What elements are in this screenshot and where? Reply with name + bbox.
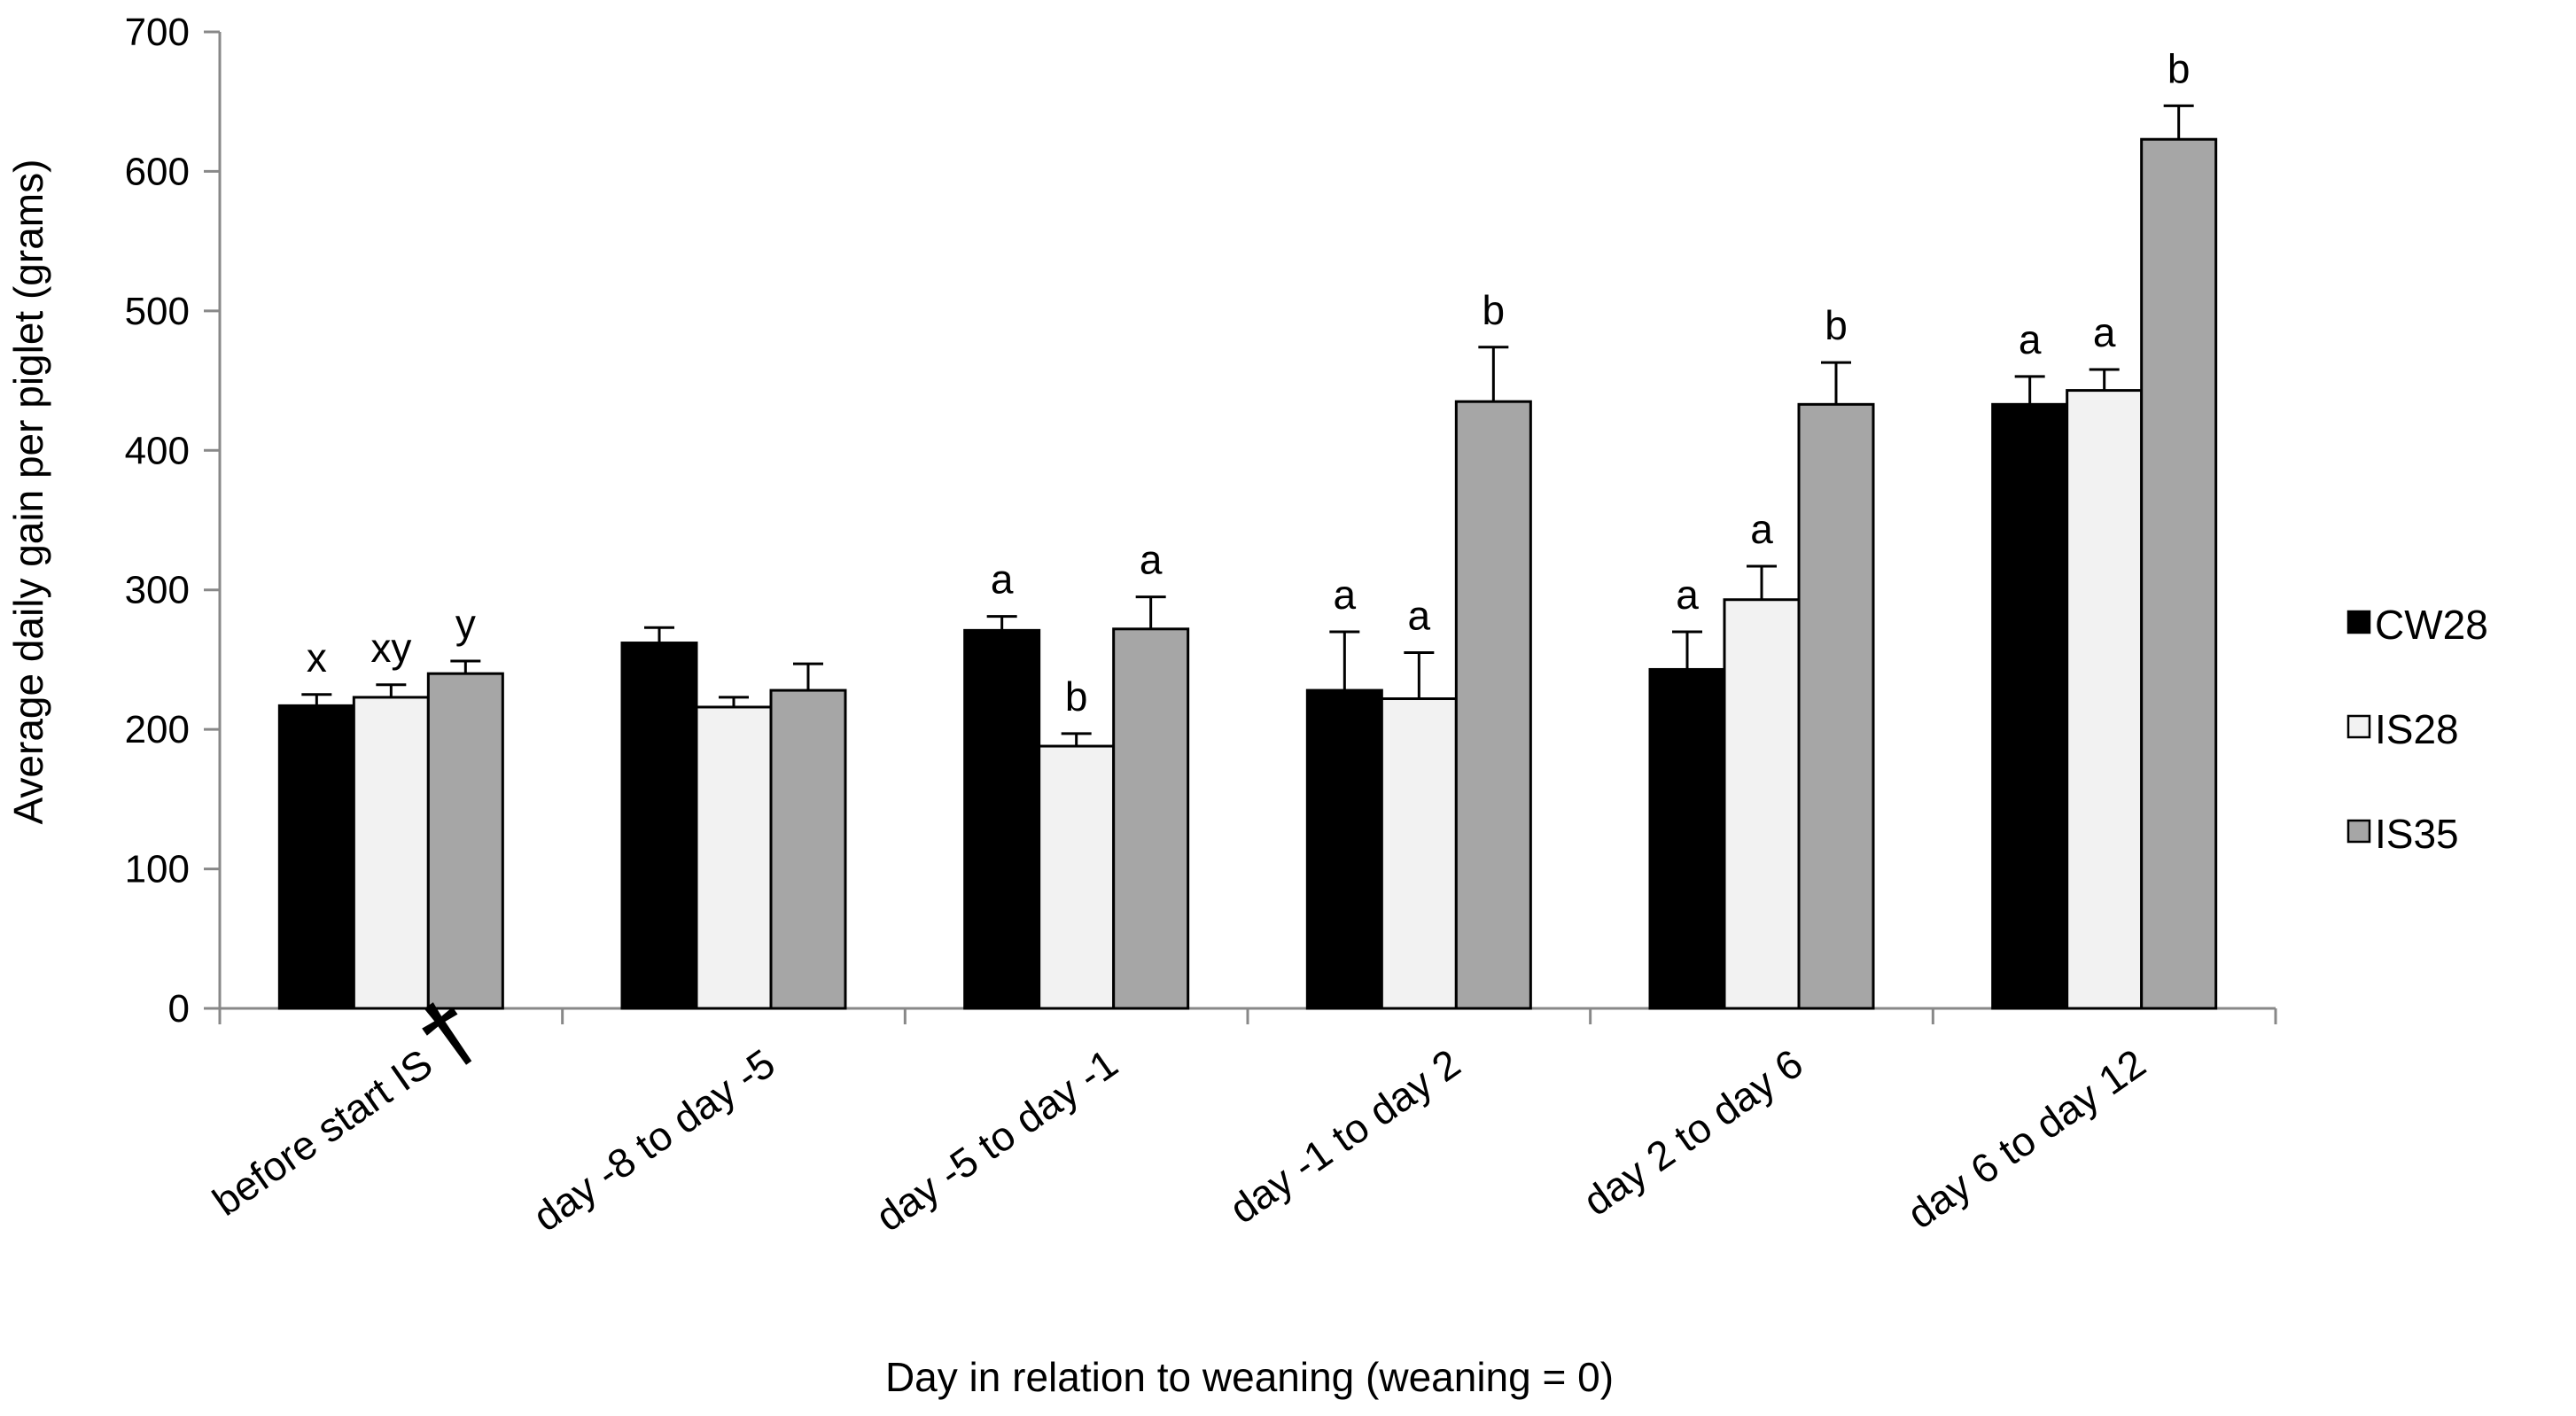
significance-label: a <box>1676 572 1699 618</box>
bar-IS28 <box>2066 389 2144 1010</box>
bar-IS35 <box>1112 627 1190 1010</box>
significance-label: b <box>1825 302 1848 348</box>
bar-CW28 <box>620 642 698 1010</box>
y-tick-label: 100 <box>125 848 190 891</box>
category-label-group: day -1 to day 2 <box>1221 1040 1468 1233</box>
significance-label: a <box>991 556 1014 603</box>
y-tick-label: 400 <box>125 429 190 472</box>
category-label-group: before start IS† <box>205 978 497 1225</box>
x-axis-title: Day in relation to weaning (weaning = 0) <box>885 1354 1614 1400</box>
bar-IS28 <box>695 705 773 1010</box>
category-label: day 6 to day 12 <box>1899 1040 2154 1238</box>
bar-IS35 <box>1454 400 1532 1010</box>
bar-CW28 <box>1991 402 2069 1010</box>
bar-IS35 <box>426 672 504 1010</box>
significance-label: x <box>307 634 327 681</box>
significance-label: b <box>1065 673 1088 720</box>
y-tick-label: 700 <box>125 11 190 54</box>
y-axis-title: Average daily gain per piglet (grams) <box>5 159 51 825</box>
bar-IS28 <box>1038 744 1116 1010</box>
legend: CW28 IS28 IS35 <box>2346 602 2488 857</box>
significance-label: xy <box>370 625 411 671</box>
plot-area: 0 100 200 300 400 500 600 700 x a a a a xy b a a a y a b b b be… <box>125 11 2277 1241</box>
bar-IS35 <box>769 689 847 1010</box>
y-tick-label: 300 <box>125 569 190 612</box>
bar-CW28 <box>1305 689 1383 1010</box>
bar-IS35 <box>1797 402 1875 1010</box>
bar-IS35 <box>2140 137 2218 1010</box>
category-label: day -1 to day 2 <box>1221 1040 1468 1233</box>
bar-CW28 <box>1648 667 1726 1010</box>
bar-IS28 <box>1723 598 1801 1010</box>
legend-swatch-IS28 <box>2346 714 2371 739</box>
significance-label: a <box>2019 316 2042 362</box>
y-tick-label: 500 <box>125 290 190 333</box>
significance-label: a <box>1408 593 1431 639</box>
y-tick-label: 0 <box>168 987 190 1031</box>
legend-swatch-CW28 <box>2346 610 2371 634</box>
significance-label: y <box>455 601 476 647</box>
legend-label-CW28: CW28 <box>2375 602 2488 648</box>
significance-label: a <box>1140 537 1163 583</box>
bar-CW28 <box>963 628 1041 1010</box>
significance-label: a <box>2093 309 2116 355</box>
legend-swatch-IS35 <box>2346 819 2371 844</box>
significance-label: b <box>2167 45 2191 91</box>
legend-label-IS35: IS35 <box>2375 811 2459 857</box>
bar-IS28 <box>1380 697 1458 1010</box>
legend-label-IS28: IS28 <box>2375 706 2459 752</box>
bar-CW28 <box>277 704 355 1010</box>
bar-IS28 <box>352 696 430 1010</box>
significance-label: b <box>1483 287 1506 333</box>
category-label-group: day 6 to day 12 <box>1899 1040 2154 1238</box>
category-label: day -8 to day -5 <box>525 1040 783 1241</box>
category-label: day 2 to day 6 <box>1575 1040 1811 1225</box>
category-label-group: day -5 to day -1 <box>868 1040 1126 1241</box>
category-label-group: day 2 to day 6 <box>1575 1040 1811 1225</box>
y-tick-label: 600 <box>125 150 190 193</box>
category-label: day -5 to day -1 <box>868 1040 1126 1241</box>
category-label-group: day -8 to day -5 <box>525 1040 783 1241</box>
y-tick-label: 200 <box>125 708 190 751</box>
category-label: before start IS <box>205 1040 440 1225</box>
significance-label: a <box>1334 572 1357 618</box>
significance-label: a <box>1750 506 1773 552</box>
